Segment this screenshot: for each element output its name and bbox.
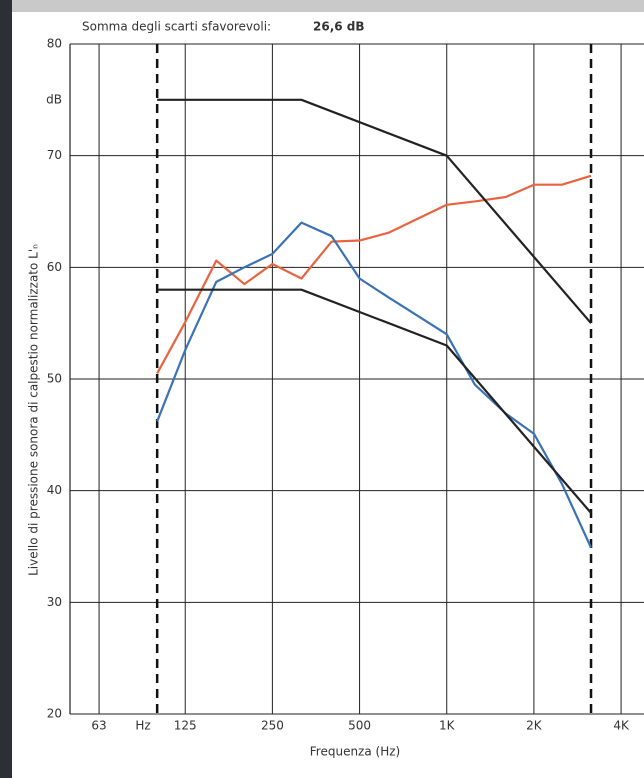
- x-tick-label: 2K: [526, 719, 543, 733]
- x-axis-label: Frequenza (Hz): [310, 745, 400, 759]
- top-bar: [0, 0, 644, 12]
- y-tick-label: 50: [47, 372, 62, 386]
- y-tick-label: 40: [47, 483, 62, 497]
- y-tick-label: 20: [47, 707, 62, 721]
- chart: Somma degli scarti sfavorevoli: 26,6 dB …: [0, 0, 644, 778]
- side-strip: [0, 0, 12, 778]
- x-tick-label: 1K: [439, 719, 456, 733]
- y-unit: dB: [46, 93, 62, 107]
- series-line: [157, 290, 591, 513]
- y-tick-label: 70: [47, 148, 62, 162]
- x-tick-label: 250: [261, 719, 284, 733]
- x-unit: Hz: [135, 719, 150, 733]
- series-line: [157, 176, 591, 374]
- y-tick-label: 80: [47, 37, 62, 51]
- x-tick-label: 125: [174, 719, 197, 733]
- subtitle: Somma degli scarti sfavorevoli:: [82, 20, 271, 34]
- subtitle-value: 26,6 dB: [313, 20, 365, 34]
- y-tick-label: 30: [47, 595, 62, 609]
- x-tick-label: 63: [91, 719, 106, 733]
- y-tick-label: 60: [47, 260, 62, 274]
- x-tick-label: 4K: [613, 719, 630, 733]
- x-tick-label: 500: [348, 719, 371, 733]
- series-line: [157, 223, 591, 548]
- y-axis-label: Livello di pressione sonora di calpestio…: [27, 244, 41, 576]
